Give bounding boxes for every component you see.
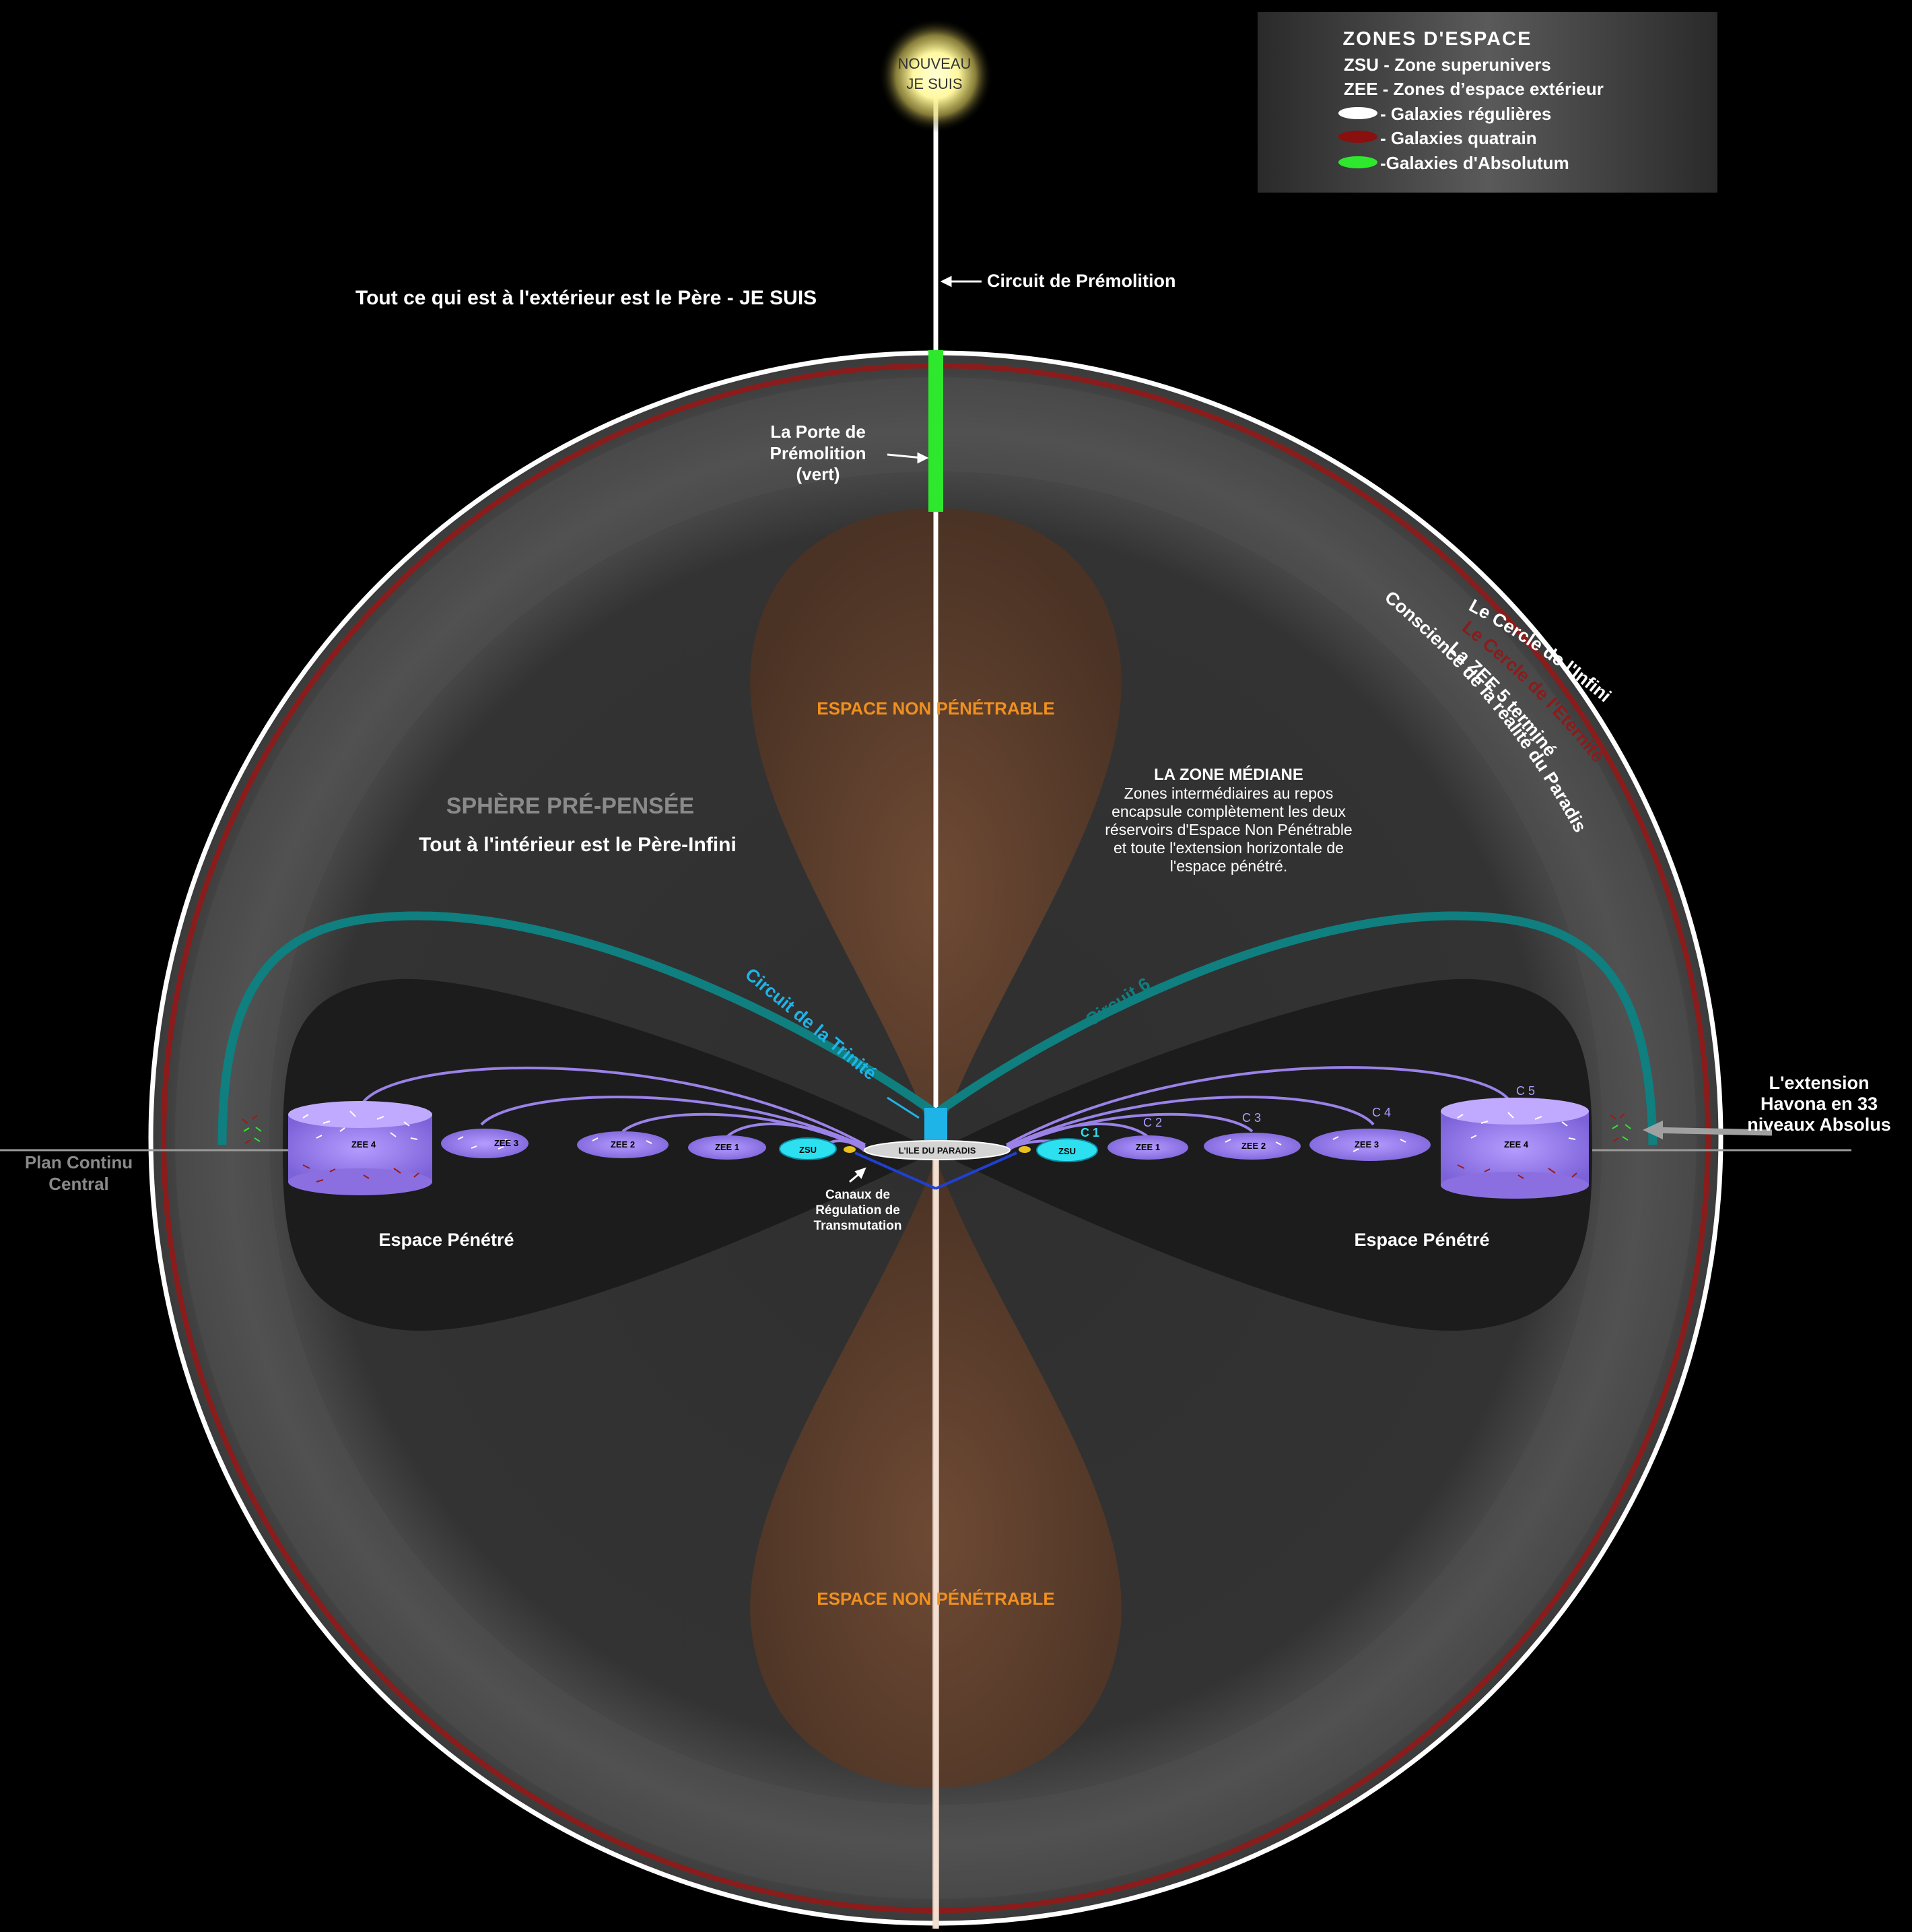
middle-zone-line3: réservoirs d'Espace Non Pénétrable — [1105, 821, 1352, 838]
middle-zone-title: LA ZONE MÉDIANE — [1154, 765, 1303, 784]
gate-label-line1: La Porte de — [770, 422, 866, 442]
right-edge-galaxies — [1610, 1113, 1631, 1142]
gate-label-line3: (vert) — [796, 464, 840, 484]
paradise-isle — [864, 1140, 1011, 1160]
penetrated-right-label: Espace Pénétré — [1354, 1230, 1489, 1250]
legend-regular: - Galaxies régulières — [1380, 104, 1551, 124]
legend-quatrain-swatch — [1338, 131, 1377, 143]
right-zee-4: ZEE 4 — [1441, 1098, 1589, 1199]
right-zee-3: ZEE 3 — [1309, 1129, 1431, 1161]
circuit-c1-label: C 1 — [1081, 1126, 1099, 1139]
channels-line2: Régulation de — [815, 1203, 900, 1218]
zone-label: ZEE 2 — [1241, 1141, 1266, 1151]
middle-zone-line5: l'espace pénétré. — [1170, 857, 1287, 875]
zone-label: ZEE 1 — [1136, 1142, 1160, 1152]
prethought-sphere-label: SPHÈRE PRÉ-PENSÉE — [446, 793, 694, 819]
zone-label: ZEE 4 — [1504, 1139, 1529, 1150]
outside-father-label: Tout ce qui est à l'extérieur est le Pèr… — [355, 287, 817, 309]
zone-label: ZSU — [799, 1145, 817, 1155]
zone-label: ZEE 3 — [494, 1138, 518, 1148]
left-havona-node — [844, 1146, 856, 1153]
legend-title: ZONES D'ESPACE — [1343, 28, 1532, 50]
middle-zone-line4: et toute l'extension horizontale de — [1114, 839, 1344, 857]
unpenetrable-bottom-label: ESPACE NON PÉNÉTRABLE — [817, 1589, 1054, 1609]
left-zee-3: ZEE 3 — [441, 1129, 528, 1158]
left-edge-galaxies — [242, 1114, 262, 1144]
trinity-circuit-core — [924, 1108, 947, 1140]
circuit-c4-label: C 4 — [1372, 1106, 1391, 1119]
channels-line3: Transmutation — [814, 1219, 902, 1233]
havona-label-line2: Havona en 33 — [1761, 1094, 1878, 1114]
right-zsu: ZSU — [1036, 1138, 1098, 1162]
right-zee-2: ZEE 2 — [1204, 1133, 1301, 1160]
circuit-c5-label: C 5 — [1516, 1084, 1535, 1098]
legend-zsu: ZSU - Zone superunivers — [1344, 55, 1551, 75]
right-zee-1: ZEE 1 — [1107, 1135, 1188, 1160]
transmutation-channel-left — [854, 1152, 936, 1190]
channels-line1: Canaux de — [825, 1188, 890, 1202]
havona-label-line3: niveaux Absolus — [1747, 1114, 1891, 1135]
middle-zone-line2: encapsule complètement les deux — [1112, 803, 1346, 820]
zone-label: ZSU — [1058, 1146, 1076, 1156]
central-plane-line1: Plan Continu — [25, 1152, 133, 1172]
zone-label: ZEE 2 — [611, 1139, 635, 1150]
legend-regular-swatch — [1338, 107, 1377, 119]
gate-label-line2: Prémolition — [770, 443, 866, 463]
left-zsu: ZSU — [779, 1137, 837, 1160]
transmutation-channel-right — [935, 1152, 1017, 1190]
legend-absolutum-swatch — [1338, 156, 1377, 168]
left-zee-4: ZEE 4 — [288, 1101, 432, 1195]
havona-label-line1: L'extension — [1769, 1073, 1870, 1093]
zone-label: ZEE 3 — [1355, 1139, 1379, 1150]
legend-zee: ZEE - Zones d’espace extérieur — [1344, 79, 1604, 99]
new-i-am-line1: NOUVEAU — [898, 55, 971, 72]
legend-quatrain: - Galaxies quatrain — [1380, 128, 1537, 148]
legend-absolutum: -Galaxies d'Absolutum — [1380, 153, 1569, 173]
trinity-circuit-pointer — [887, 1096, 920, 1119]
penetrated-left-label: Espace Pénétré — [378, 1230, 514, 1250]
left-zee-2: ZEE 2 — [577, 1131, 669, 1158]
circuit-c3-label: C 3 — [1242, 1111, 1261, 1125]
new-i-am-glow — [879, 18, 993, 133]
legend: ZONES D'ESPACE ZSU - Zone superunivers Z… — [1258, 12, 1717, 193]
havona-arrow — [1643, 1121, 1773, 1139]
right-zone-arcs — [1005, 1066, 1513, 1153]
unpenetrable-top-label: ESPACE NON PÉNÉTRABLE — [817, 698, 1054, 719]
paradise-isle-label: L'ILE DU PARADIS — [899, 1145, 976, 1156]
central-plane-line2: Central — [48, 1174, 109, 1194]
circuit-6-right — [936, 911, 1658, 1145]
arrows — [849, 275, 982, 1183]
zone-label: ZEE 1 — [715, 1142, 739, 1152]
inside-father-label: Tout à l'intérieur est le Père-Infini — [419, 834, 737, 856]
circuit-6-left — [217, 911, 935, 1145]
premolition-circuit-label: Circuit de Prémolition — [987, 271, 1176, 291]
circuit-c2-label: C 2 — [1143, 1116, 1162, 1129]
zone-label: ZEE 4 — [351, 1139, 376, 1150]
premolition-gate — [928, 350, 943, 512]
new-i-am-line2: JE SUIS — [906, 75, 962, 92]
left-zee-1: ZEE 1 — [688, 1135, 766, 1160]
middle-zone-line1: Zones intermédiaires au repos — [1124, 785, 1334, 802]
right-havona-node — [1019, 1146, 1031, 1153]
